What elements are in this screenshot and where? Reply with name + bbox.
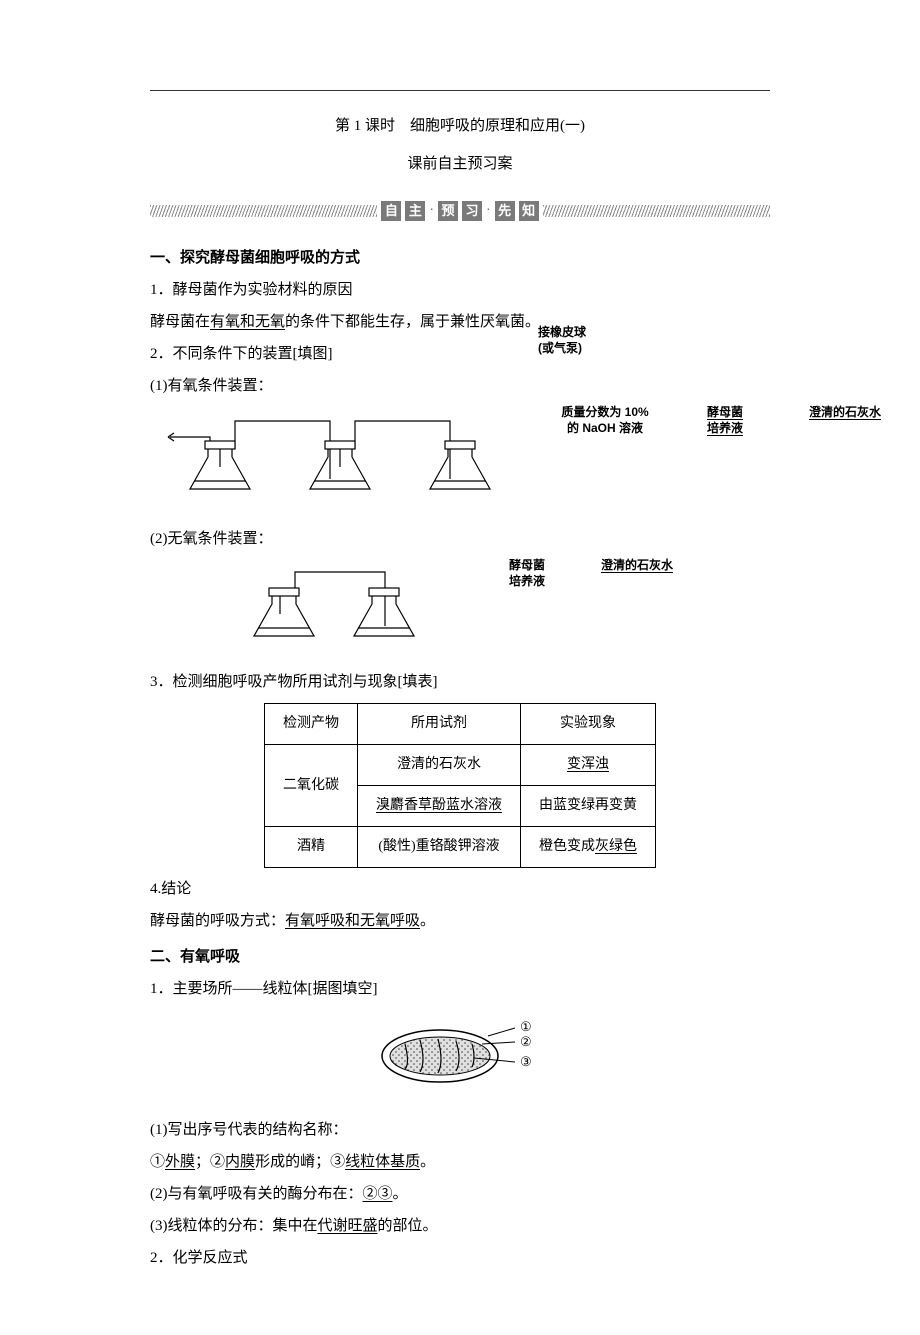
phenom-pre: 橙色变成 (539, 839, 595, 854)
th-product: 检测产物 (265, 704, 358, 745)
f2l2: 培养液 (707, 421, 743, 435)
phenom-u: 变浑浊 (567, 757, 609, 772)
s1-p3: 3．检测细胞呼吸产物所用试剂与现象[填表] (150, 667, 770, 697)
table-header-row: 检测产物 所用试剂 实验现象 (265, 704, 656, 745)
f3l: 澄清的石灰水 (809, 405, 881, 419)
cell-phenom: 橙色变成灰绿色 (521, 827, 656, 868)
a2: 内膜 (225, 1154, 255, 1170)
anf1l1: 酵母菌 (509, 558, 545, 572)
mito-svg: ① ② ③ (370, 1014, 550, 1094)
banner-labels: 自 主 · 预 习 · 先 知 (377, 197, 542, 225)
cell-reagent: (酸性)重铬酸钾溶液 (358, 827, 521, 868)
banner-hatch-left (150, 205, 377, 217)
flask1-label: 质量分数为 10% 的 NaOH 溶液 (545, 405, 665, 436)
cell-phenom: 由蓝变绿再变黄 (521, 786, 656, 827)
table-row: 酒精 (酸性)重铬酸钾溶液 橙色变成灰绿色 (265, 827, 656, 868)
s1-p1-u: 有氧和无氧 (210, 314, 285, 330)
q3u: 代谢旺盛 (318, 1218, 378, 1234)
q2u: ②③ (363, 1186, 393, 1202)
section-2-heading: 二、有氧呼吸 (150, 942, 770, 972)
cell-product: 二氧化碳 (265, 745, 358, 827)
banner-char: 先 (495, 201, 515, 221)
pump-label: 接橡皮球(或气泵) (538, 325, 608, 356)
s2-q1: (1)写出序号代表的结构名称： (150, 1115, 770, 1145)
aerobic-flasks: 接橡皮球(或气泵) 质量分数为 10% 的 NaOH 溶液 酵母菌 培养液 澄清… (150, 409, 910, 509)
s1-p4: 4.结论 (150, 874, 770, 904)
anaerobic-svg (220, 562, 460, 652)
pump-text: 接橡皮球(或气泵) (538, 325, 586, 355)
f2l1: 酵母菌 (707, 405, 743, 419)
anf2l: 澄清的石灰水 (601, 558, 673, 572)
flask2-label: 酵母菌 培养液 (665, 405, 785, 436)
s2-q2: (2)与有氧呼吸有关的酶分布在：②③。 (150, 1179, 770, 1209)
th-reagent: 所用试剂 (358, 704, 521, 745)
s1-p4-u: 有氧呼吸和无氧呼吸 (285, 913, 420, 929)
anaerobic-flasks: 酵母菌 培养液 澄清的石灰水 (220, 562, 700, 652)
cell-reagent: 澄清的石灰水 (358, 745, 521, 786)
an-flask1-label: 酵母菌 培养液 (477, 558, 577, 589)
q3post: 的部位。 (378, 1218, 438, 1234)
q3pre: (3)线粒体的分布：集中在 (150, 1218, 318, 1234)
f1l1: 质量分数为 10% (561, 405, 648, 419)
a3: 线粒体基质 (345, 1154, 420, 1170)
header-rule (150, 90, 770, 91)
lesson-subtitle: 课前自主预习案 (150, 149, 770, 179)
a1pre: ① (150, 1154, 165, 1170)
s1-p1-post: 的条件下都能生存，属于兼性厌氧菌。 (285, 314, 540, 330)
s1-p4-pre: 酵母菌的呼吸方式： (150, 913, 285, 929)
an-flask2-label: 澄清的石灰水 (577, 558, 697, 589)
s1-p1-pre: 酵母菌在 (150, 314, 210, 330)
s1-p4-text: 酵母菌的呼吸方式：有氧呼吸和无氧呼吸。 (150, 906, 770, 936)
s1-p2a: (1)有氧条件装置： (150, 371, 770, 401)
a1: 外膜 (165, 1154, 195, 1170)
s1-p1-num: 1．酵母菌作为实验材料的原因 (150, 275, 770, 305)
s2-q3: (3)线粒体的分布：集中在代谢旺盛的部位。 (150, 1211, 770, 1241)
banner-char: 预 (438, 201, 458, 221)
anf1l2: 培养液 (509, 574, 545, 588)
s2-p2: 2．化学反应式 (150, 1243, 770, 1273)
s1-p4-post: 。 (420, 913, 435, 929)
a2post: 形成的嵴；③ (255, 1154, 345, 1170)
cell-product: 酒精 (265, 827, 358, 868)
s1-p2: 2．不同条件下的装置[填图] (150, 339, 770, 369)
flask3-label: 澄清的石灰水 (785, 405, 905, 436)
banner-char: 自 (381, 201, 401, 221)
cell-phenom: 变浑浊 (521, 745, 656, 786)
phenom-u: 灰绿色 (595, 839, 637, 854)
s1-p2b: (2)无氧条件装置： (150, 524, 770, 554)
f1l2: 的 NaOH 溶液 (567, 421, 643, 435)
s2-q1-ans: ①外膜；②内膜形成的嵴；③线粒体基质。 (150, 1147, 770, 1177)
mito-label-2: ② (520, 1034, 532, 1049)
aerobic-diagram: 接橡皮球(或气泵) 质量分数为 10% 的 NaOH 溶液 酵母菌 培养液 澄清… (150, 409, 770, 520)
mito-label-1: ① (520, 1019, 532, 1034)
s1-p1-text: 酵母菌在有氧和无氧的条件下都能生存，属于兼性厌氧菌。 (150, 307, 770, 337)
anaerobic-diagram: 酵母菌 培养液 澄清的石灰水 (150, 562, 770, 663)
s2-p1: 1．主要场所——线粒体[据图填空] (150, 974, 770, 1004)
table-row: 二氧化碳 澄清的石灰水 变浑浊 (265, 745, 656, 786)
banner-char: 知 (519, 201, 539, 221)
lesson-title: 第 1 课时 细胞呼吸的原理和应用(一) (150, 111, 770, 141)
section-banner: 自 主 · 预 习 · 先 知 (150, 199, 770, 223)
th-phenom: 实验现象 (521, 704, 656, 745)
q2pre: (2)与有氧呼吸有关的酶分布在： (150, 1186, 363, 1202)
banner-dot: · (429, 197, 434, 225)
aerobic-svg (150, 409, 530, 509)
q2post: 。 (393, 1186, 408, 1202)
detection-table: 检测产物 所用试剂 实验现象 二氧化碳 澄清的石灰水 变浑浊 溴麝香草酚蓝水溶液… (264, 703, 656, 868)
mitochondrion-diagram: ① ② ③ (150, 1014, 770, 1105)
reagent-u: 溴麝香草酚蓝水溶液 (376, 798, 502, 813)
a1post: ；② (195, 1154, 225, 1170)
a3post: 。 (420, 1154, 435, 1170)
banner-char: 习 (462, 201, 482, 221)
section-1-heading: 一、探究酵母菌细胞呼吸的方式 (150, 243, 770, 273)
cell-reagent: 溴麝香草酚蓝水溶液 (358, 786, 521, 827)
banner-char: 主 (405, 201, 425, 221)
banner-hatch-right (543, 205, 770, 217)
mito-label-3: ③ (520, 1054, 532, 1069)
banner-dot: · (486, 197, 491, 225)
